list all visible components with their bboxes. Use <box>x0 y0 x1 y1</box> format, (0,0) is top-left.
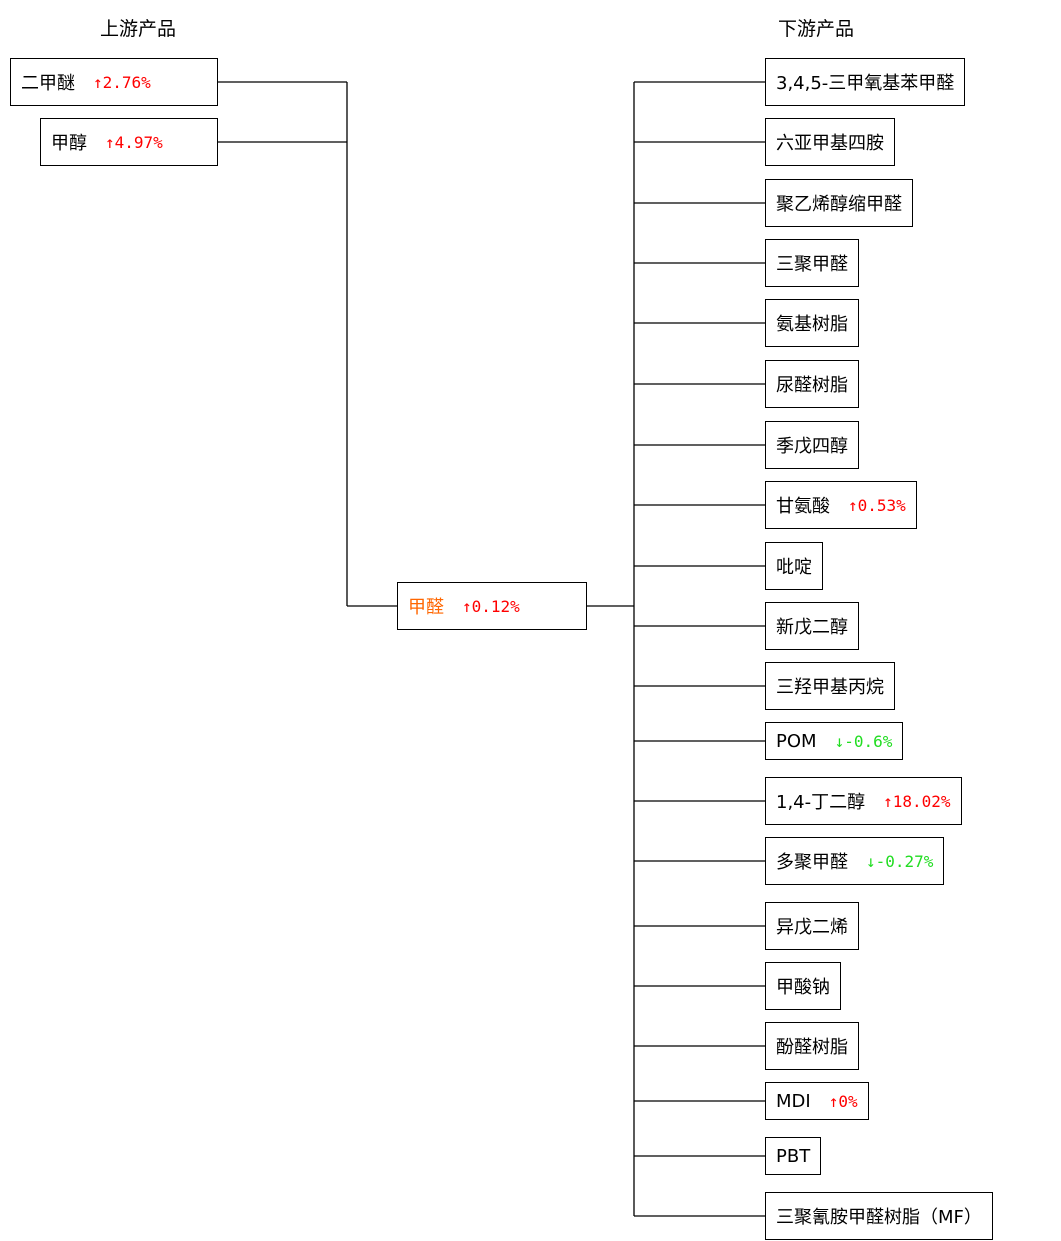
upstream-header: 上游产品 <box>100 18 177 40</box>
price-change: ↓-0.27% <box>866 851 934 871</box>
product-node: 甘氨酸 ↑0.53% <box>765 481 917 529</box>
product-name: 新戊二醇 <box>776 617 848 638</box>
product-name: MDI <box>776 1090 811 1112</box>
product-name: 三羟甲基丙烷 <box>776 677 884 698</box>
product-name: 氨基树脂 <box>776 314 848 335</box>
product-node: POM ↓-0.6% <box>765 722 904 760</box>
product-name: POM <box>776 730 817 752</box>
product-node: MDI ↑0% <box>765 1082 869 1120</box>
product-name: 异戊二烯 <box>776 917 848 938</box>
product-name: 聚乙烯醇缩甲醛 <box>776 194 902 215</box>
product-node: 尿醛树脂 <box>765 360 859 408</box>
product-node: 六亚甲基四胺 <box>765 118 895 166</box>
product-node: 三聚甲醛 <box>765 239 859 287</box>
product-name: 季戊四醇 <box>776 436 848 457</box>
product-name: 三聚氰胺甲醛树脂（MF） <box>776 1207 982 1228</box>
product-name: PBT <box>776 1145 811 1167</box>
product-node: 氨基树脂 <box>765 299 859 347</box>
price-change: ↑2.76% <box>93 72 151 92</box>
downstream-header: 下游产品 <box>778 18 855 40</box>
product-name: 甲醇 <box>51 133 87 154</box>
price-change: ↑18.02% <box>883 791 951 811</box>
product-node: 甲醇 ↑4.97% <box>40 118 218 166</box>
product-name: 3,4,5-三甲氧基苯甲醛 <box>776 73 955 94</box>
price-change: ↑0.53% <box>848 495 906 515</box>
price-change: ↑0.12% <box>462 596 520 616</box>
price-change: ↓-0.6% <box>834 731 893 751</box>
product-name: 尿醛树脂 <box>776 375 848 396</box>
product-name: 1,4-丁二醇 <box>776 792 866 813</box>
product-name: 吡啶 <box>776 557 812 578</box>
product-node: 聚乙烯醇缩甲醛 <box>765 179 913 227</box>
product-name: 甘氨酸 <box>776 496 830 517</box>
product-name: 二甲醚 <box>21 73 75 94</box>
product-node: 季戊四醇 <box>765 421 859 469</box>
product-name: 酚醛树脂 <box>776 1037 848 1058</box>
product-node: 三聚氰胺甲醛树脂（MF） <box>765 1192 993 1240</box>
product-name: 甲酸钠 <box>776 977 830 998</box>
price-change: ↑0% <box>828 1091 858 1111</box>
product-node: 异戊二烯 <box>765 902 859 950</box>
product-node: 甲酸钠 <box>765 962 841 1010</box>
product-node: PBT <box>765 1137 822 1175</box>
product-node: 酚醛树脂 <box>765 1022 859 1070</box>
product-node: 3,4,5-三甲氧基苯甲醛 <box>765 58 966 106</box>
price-change: ↑4.97% <box>105 132 163 152</box>
product-node: 三羟甲基丙烷 <box>765 662 895 710</box>
product-node: 新戊二醇 <box>765 602 859 650</box>
product-name: 多聚甲醛 <box>776 852 848 873</box>
product-node: 二甲醚 ↑2.76% <box>10 58 218 106</box>
product-node: 甲醛 ↑0.12% <box>397 582 587 630</box>
product-name: 六亚甲基四胺 <box>776 133 884 154</box>
product-name: 甲醛 <box>408 597 444 618</box>
product-node: 1,4-丁二醇 ↑18.02% <box>765 777 962 825</box>
product-node: 吡啶 <box>765 542 823 590</box>
product-node: 多聚甲醛 ↓-0.27% <box>765 837 945 885</box>
product-name: 三聚甲醛 <box>776 254 848 275</box>
